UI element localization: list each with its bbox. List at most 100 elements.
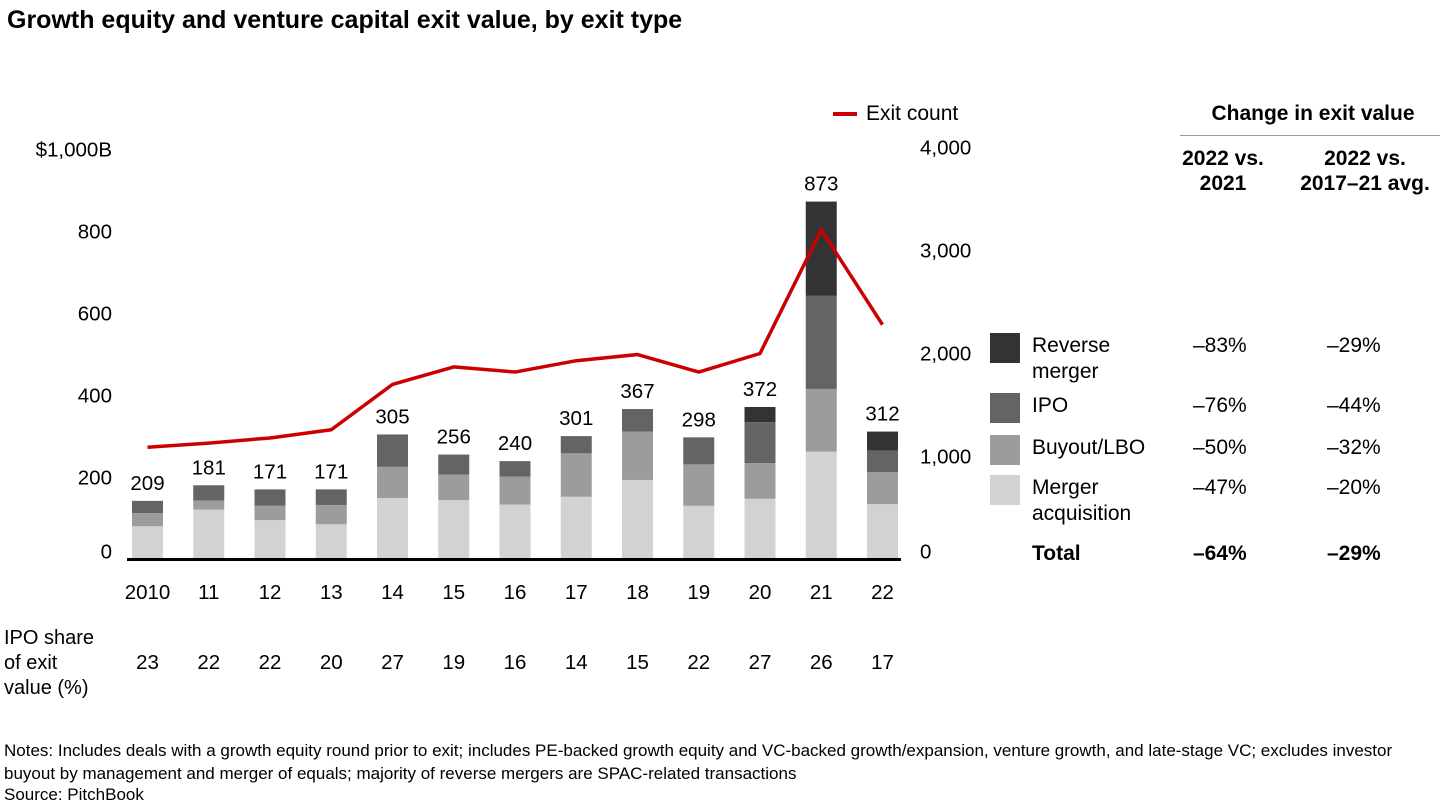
bar-segment-buyout_lbo bbox=[254, 505, 286, 521]
bar-segment-reverse_merger bbox=[744, 406, 776, 423]
x-axis-year-label: 2010 bbox=[125, 581, 171, 604]
series-swatch bbox=[990, 435, 1020, 465]
ipo-share-value: 22 bbox=[687, 651, 710, 674]
x-axis-line bbox=[127, 558, 901, 561]
bar-segment-buyout_lbo bbox=[132, 513, 163, 527]
change-vs-2021-value: –64% bbox=[1193, 542, 1247, 565]
legend-label: Exit count bbox=[866, 102, 959, 125]
left-axis-tick: $1,000B bbox=[36, 139, 112, 162]
ipo-share-value: 22 bbox=[197, 651, 220, 674]
exit-count-line-swatch bbox=[833, 112, 857, 116]
series-swatch bbox=[990, 393, 1020, 423]
x-axis-year-label: 11 bbox=[198, 581, 219, 604]
right-axis-tick: 0 bbox=[920, 541, 931, 564]
change-table-row: Total –64% –29% bbox=[990, 541, 1440, 567]
left-axis-tick: 600 bbox=[78, 303, 112, 326]
bar-segment-buyout_lbo bbox=[499, 476, 531, 505]
bar-total-label: 240 bbox=[498, 432, 532, 455]
change-vs-2017-21-avg-value: –20% bbox=[1327, 476, 1381, 499]
right-axis-tick: 2,000 bbox=[920, 343, 971, 366]
ipo-share-value: 14 bbox=[565, 651, 588, 674]
bar-segment-merger_acquisition bbox=[683, 505, 715, 560]
change-vs-2017-21-avg-value: –29% bbox=[1327, 334, 1381, 357]
ipo-share-value: 22 bbox=[259, 651, 282, 674]
swatch-spacer bbox=[990, 541, 1032, 567]
bar-segment-buyout_lbo bbox=[438, 474, 470, 501]
legend-exit-count: Exit count bbox=[833, 102, 958, 126]
series-label: IPO bbox=[1032, 394, 1069, 417]
bar-segment-buyout_lbo bbox=[315, 504, 347, 525]
bar-segment-merger_acquisition bbox=[193, 509, 225, 560]
x-axis-year-label: 13 bbox=[320, 581, 343, 604]
series-label: Buyout/LBO bbox=[1032, 436, 1146, 459]
notes-text: Notes: Includes deals with a growth equi… bbox=[4, 741, 1393, 783]
ipo-share-value: 27 bbox=[381, 651, 404, 674]
bar-segment-merger_acquisition bbox=[560, 496, 592, 560]
left-axis-tick: 400 bbox=[78, 385, 112, 408]
series-label: Reverse merger bbox=[1032, 334, 1111, 383]
change-table-row: Merger acquisition –47% –20% bbox=[990, 475, 1440, 527]
bar-segment-ipo bbox=[683, 437, 715, 465]
change-vs-2017-21-avg-value: –32% bbox=[1327, 436, 1381, 459]
bar-segment-merger_acquisition bbox=[499, 504, 531, 560]
ipo-share-value: 16 bbox=[504, 651, 527, 674]
x-axis-year-label: 19 bbox=[687, 581, 710, 604]
bar-total-label: 171 bbox=[314, 460, 348, 483]
bar-segment-buyout_lbo bbox=[377, 466, 408, 498]
bar-segment-merger_acquisition bbox=[805, 451, 837, 560]
bar-segment-merger_acquisition bbox=[744, 498, 776, 560]
x-axis-year-label: 12 bbox=[259, 581, 282, 604]
bar-segment-merger_acquisition bbox=[315, 524, 347, 560]
bar-segment-buyout_lbo bbox=[744, 463, 776, 499]
bar-segment-merger_acquisition bbox=[377, 498, 408, 560]
bar-segment-merger_acquisition bbox=[867, 504, 898, 560]
bar-segment-ipo bbox=[744, 422, 776, 464]
exit-count-line bbox=[147, 228, 884, 449]
change-table-row: Reverse merger –83% –29% bbox=[990, 333, 1440, 385]
bar-segment-ipo bbox=[805, 295, 837, 389]
change-vs-2021-value: –50% bbox=[1193, 436, 1247, 459]
change-vs-2021-value: –83% bbox=[1193, 334, 1247, 357]
page-title: Growth equity and venture capital exit v… bbox=[7, 6, 683, 34]
series-label: Total bbox=[1032, 542, 1081, 565]
change-table-header: Change in exit value bbox=[1211, 102, 1415, 125]
ipo-share-value: 27 bbox=[749, 651, 772, 674]
left-axis-tick: 0 bbox=[101, 541, 112, 564]
change-vs-2017-21-avg-value: –44% bbox=[1327, 394, 1381, 417]
bar-total-label: 209 bbox=[130, 472, 164, 495]
ipo-share-value: 26 bbox=[810, 651, 833, 674]
bar-segment-ipo bbox=[315, 489, 347, 505]
series-swatch bbox=[990, 475, 1020, 505]
x-axis-year-label: 16 bbox=[504, 581, 527, 604]
ipo-share-value: 19 bbox=[442, 651, 465, 674]
right-axis-tick: 3,000 bbox=[920, 240, 971, 263]
bar-total-label: 367 bbox=[620, 380, 654, 403]
change-table-divider bbox=[1180, 135, 1440, 136]
left-axis-tick: 200 bbox=[78, 467, 112, 490]
bar-total-label: 372 bbox=[743, 378, 777, 401]
bar-segment-ipo bbox=[193, 485, 225, 501]
change-table-row: IPO –76% –44% bbox=[990, 393, 1440, 423]
x-axis-year-label: 17 bbox=[565, 581, 588, 604]
ipo-share-value: 15 bbox=[626, 651, 649, 674]
series-swatch bbox=[990, 333, 1020, 363]
bar-total-label: 171 bbox=[253, 460, 287, 483]
x-axis-year-label: 22 bbox=[871, 581, 894, 604]
ipo-share-value: 17 bbox=[871, 651, 894, 674]
bar-segment-buyout_lbo bbox=[867, 472, 898, 505]
left-axis-tick: 800 bbox=[78, 221, 112, 244]
bar-total-label: 181 bbox=[192, 456, 226, 479]
series-label: Merger acquisition bbox=[1032, 476, 1132, 525]
x-axis-year-label: 20 bbox=[749, 581, 772, 604]
bar-segment-reverse_merger bbox=[867, 431, 898, 451]
bar-segment-merger_acquisition bbox=[132, 526, 163, 560]
bar-segment-ipo bbox=[867, 450, 898, 473]
x-axis-year-label: 15 bbox=[442, 581, 465, 604]
change-table-row: Buyout/LBO –50% –32% bbox=[990, 435, 1440, 465]
change-vs-2021-value: –76% bbox=[1193, 394, 1247, 417]
bar-total-label: 298 bbox=[682, 408, 716, 431]
bar-segment-merger_acquisition bbox=[254, 520, 286, 560]
change-table-col2-header: 2022 vs. 2017–21 avg. bbox=[1300, 147, 1430, 195]
bar-segment-buyout_lbo bbox=[560, 453, 592, 497]
